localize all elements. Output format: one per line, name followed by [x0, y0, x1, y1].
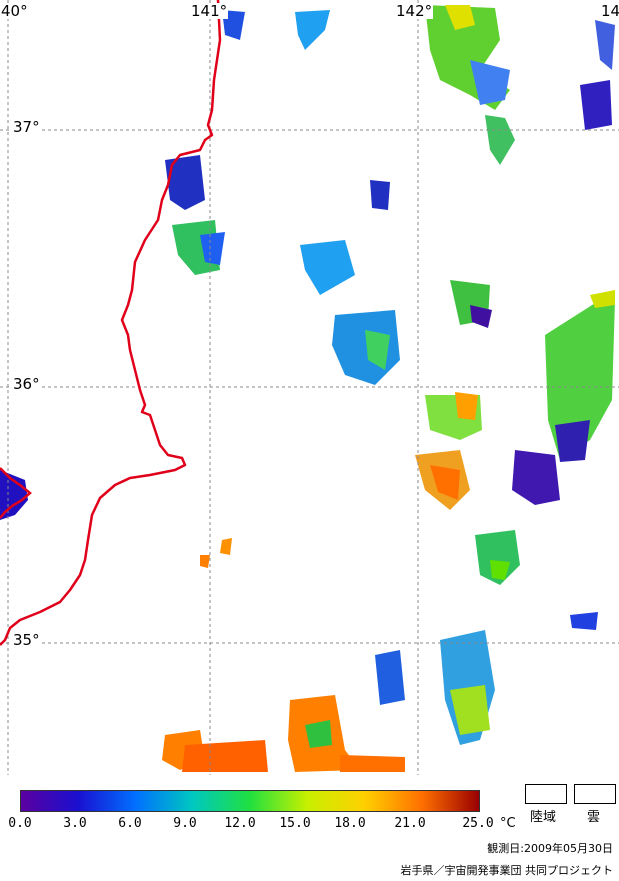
graticule	[0, 0, 619, 775]
observation-date: 観測日:2009年05月30日	[487, 842, 613, 855]
temperature-colorbar	[20, 790, 480, 812]
colorbar-tick: 21.0	[394, 816, 426, 831]
coastline	[0, 0, 222, 646]
lon-label-141: 141°	[190, 2, 229, 20]
sst-patch	[545, 300, 615, 460]
sst-patch	[555, 420, 590, 462]
colorbar-tick: 12.0	[224, 816, 256, 831]
colorbar-tick: 3.0	[63, 816, 87, 831]
sst-patch	[470, 60, 510, 105]
sst-patch	[200, 232, 225, 265]
colorbar-tick: 0.0	[8, 816, 32, 831]
sst-patch	[485, 115, 515, 165]
colorbar-tick: 18.0	[334, 816, 366, 831]
sst-patches	[0, 5, 615, 772]
cloud-legend-label: 雲	[587, 810, 601, 825]
sst-patch	[300, 240, 355, 295]
sst-patch	[445, 5, 475, 30]
land-legend-label: 陸域	[530, 810, 557, 825]
sst-patch	[450, 685, 490, 735]
lon-label-140: 40°	[0, 2, 29, 20]
sst-patch	[340, 755, 405, 772]
lat-label-35: 35°	[12, 631, 41, 649]
lat-label-36: 36°	[12, 375, 41, 393]
sst-patch	[182, 740, 268, 772]
sst-patch	[200, 555, 210, 568]
sst-patch	[470, 305, 492, 328]
sst-patch	[370, 180, 390, 210]
land-legend-swatch	[525, 784, 567, 804]
sst-patch	[305, 720, 332, 748]
sst-patch	[365, 330, 390, 370]
lon-label-142: 142°	[395, 2, 434, 20]
colorbar-tick: 9.0	[173, 816, 197, 831]
sst-patch	[590, 290, 615, 308]
map-canvas	[0, 0, 619, 775]
colorbar-tick: 15.0	[279, 816, 311, 831]
sst-patch	[595, 20, 615, 70]
sst-patch	[455, 392, 478, 420]
cloud-legend-swatch	[574, 784, 616, 804]
sst-patch	[490, 560, 510, 580]
credit-line: 岩手県／宇宙開発事業団 共同プロジェクト	[400, 864, 614, 877]
coastline-west	[0, 467, 32, 519]
sst-patch	[220, 538, 232, 555]
sst-patch	[295, 10, 330, 50]
lat-label-37: 37°	[12, 118, 41, 136]
temperature-unit: °C	[500, 816, 516, 831]
sst-patch	[0, 470, 28, 520]
sst-patch	[512, 450, 560, 505]
sst-patch	[570, 612, 598, 630]
sst-patch	[165, 155, 205, 210]
sst-map: 40° 141° 142° 14 37° 36° 35°	[0, 0, 619, 775]
colorbar-tick: 6.0	[118, 816, 142, 831]
sst-patch	[580, 80, 612, 130]
sst-patch	[475, 530, 520, 585]
sst-patch	[375, 650, 405, 705]
sst-patch	[332, 310, 400, 385]
colorbar-tick: 25.0	[462, 816, 494, 831]
lon-label-143: 14	[600, 3, 619, 19]
sst-patch	[430, 465, 460, 500]
